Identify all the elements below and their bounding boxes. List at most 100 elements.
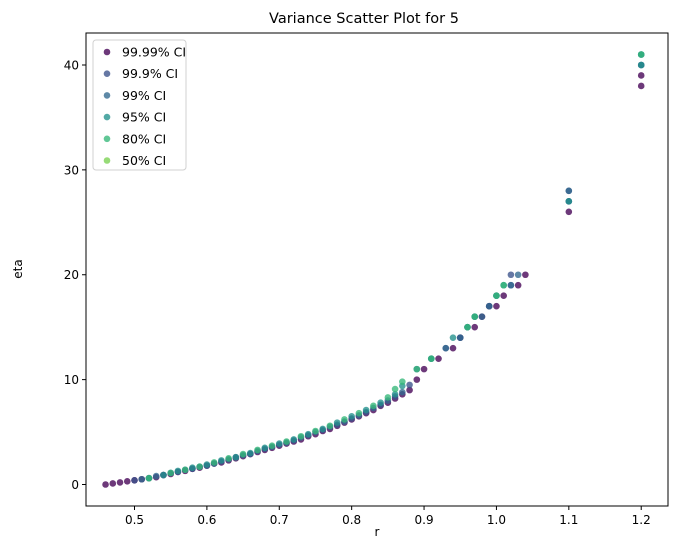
data-point xyxy=(565,198,573,205)
data-point xyxy=(232,453,240,461)
y-tick-label: 30 xyxy=(64,163,79,177)
data-point xyxy=(500,292,507,300)
data-points xyxy=(102,51,645,488)
x-tick-label: 0.7 xyxy=(270,513,289,527)
data-point xyxy=(427,355,435,362)
data-point xyxy=(254,446,261,454)
data-point xyxy=(637,51,645,58)
data-point xyxy=(442,344,450,352)
x-axis: 0.5 0.6 0.7 0.8 0.9 1.0 1.1 1.2 xyxy=(125,506,651,527)
data-point xyxy=(181,466,189,474)
data-point xyxy=(485,302,493,310)
x-tick-label: 1.2 xyxy=(632,513,651,527)
legend-label: 99.99% CI xyxy=(122,45,186,60)
data-point xyxy=(123,478,131,485)
data-point xyxy=(413,365,421,373)
data-point xyxy=(203,461,211,468)
data-point xyxy=(507,281,515,289)
data-point xyxy=(138,475,146,483)
data-point xyxy=(210,459,218,466)
data-point xyxy=(355,409,363,417)
legend-box xyxy=(92,39,187,171)
data-point xyxy=(507,271,515,279)
data-point xyxy=(218,457,225,464)
y-axis: 0 10 20 30 40 xyxy=(64,58,86,492)
plot-border xyxy=(85,32,669,507)
x-axis-label: r xyxy=(375,525,380,539)
data-point xyxy=(290,436,298,443)
data-point xyxy=(435,355,442,362)
data-point xyxy=(297,432,305,440)
x-tick-label: 1.0 xyxy=(487,513,506,527)
legend-label: 80% CI xyxy=(122,131,166,146)
data-point xyxy=(239,450,247,458)
x-tick-label: 0.6 xyxy=(197,513,216,527)
data-point xyxy=(370,402,377,410)
data-point xyxy=(464,323,471,331)
data-point xyxy=(152,472,160,480)
data-point xyxy=(247,449,254,457)
x-tick-label: 0.5 xyxy=(125,513,144,527)
data-point xyxy=(377,399,384,406)
data-point xyxy=(391,391,399,398)
data-point xyxy=(333,419,341,426)
legend-label: 50% CI xyxy=(122,153,166,168)
data-point xyxy=(362,406,370,414)
legend-marker xyxy=(103,48,111,56)
legend-label: 95% CI xyxy=(122,110,166,125)
legend-marker xyxy=(103,92,111,99)
y-axis-label: eta xyxy=(11,259,25,278)
data-point xyxy=(514,271,522,279)
data-point xyxy=(399,388,406,396)
x-tick-label: 1.1 xyxy=(559,513,578,527)
data-point xyxy=(275,440,283,447)
legend-marker xyxy=(103,113,111,121)
legend-marker xyxy=(103,157,111,164)
legend: 99.99% CI 99.9% CI 99% CI 95% CI 80% CI 50% C… xyxy=(92,39,187,171)
data-point xyxy=(196,463,203,470)
data-point xyxy=(348,413,355,420)
data-point xyxy=(131,477,138,484)
y-tick-label: 10 xyxy=(64,373,79,387)
legend-marker xyxy=(103,135,111,143)
data-point xyxy=(167,469,174,477)
data-point xyxy=(413,376,421,383)
data-point xyxy=(493,302,500,310)
data-point xyxy=(102,481,109,488)
data-point xyxy=(384,394,392,401)
data-point xyxy=(145,474,153,482)
data-point xyxy=(637,82,645,90)
y-tick-label: 20 xyxy=(64,268,79,282)
data-point xyxy=(522,271,529,279)
data-point xyxy=(637,61,645,69)
data-point xyxy=(312,427,319,435)
data-point xyxy=(456,334,464,341)
data-point xyxy=(514,281,522,289)
data-point xyxy=(268,442,276,449)
legend-marker xyxy=(103,70,111,77)
data-point xyxy=(493,292,500,300)
data-point xyxy=(189,464,196,472)
data-point xyxy=(391,385,399,393)
data-point xyxy=(406,386,413,394)
data-point xyxy=(406,381,413,389)
data-point xyxy=(565,208,573,216)
data-point xyxy=(261,444,269,452)
y-tick-label: 0 xyxy=(71,478,79,492)
data-point xyxy=(174,467,182,475)
data-point xyxy=(471,323,479,331)
y-tick-label: 40 xyxy=(64,58,79,72)
data-point xyxy=(109,480,117,487)
data-point xyxy=(341,416,348,423)
data-point xyxy=(449,334,457,341)
data-point xyxy=(420,365,428,373)
data-point xyxy=(225,454,232,462)
data-point xyxy=(116,479,124,486)
data-point xyxy=(637,72,645,79)
data-point xyxy=(471,313,479,320)
data-point xyxy=(449,344,457,352)
data-point xyxy=(478,313,486,320)
x-tick-label: 0.9 xyxy=(415,513,434,527)
data-point xyxy=(319,425,327,433)
